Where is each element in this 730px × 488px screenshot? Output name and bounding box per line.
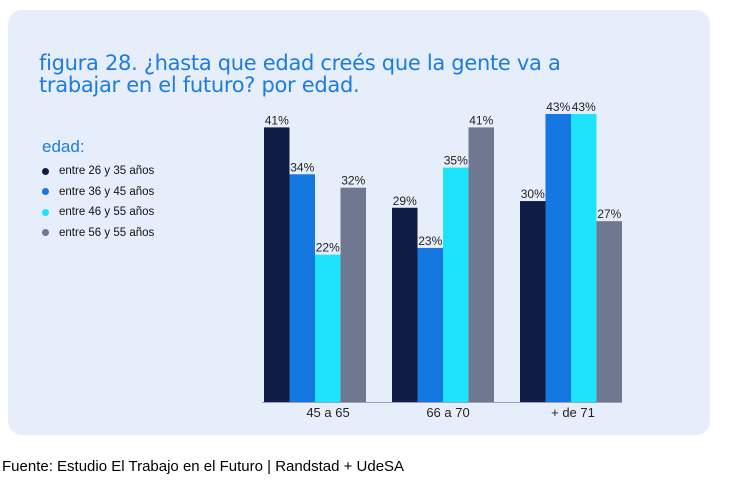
legend-label: entre 26 y 35 años	[59, 165, 155, 178]
bar-value-label: 29%	[393, 194, 417, 208]
legend-label: entre 46 y 55 años	[59, 206, 155, 219]
legend: entre 26 y 35 años entre 36 y 45 años en…	[42, 161, 154, 243]
legend-label: entre 56 y 55 años	[59, 226, 155, 239]
bar-value-label: 22%	[316, 241, 340, 255]
legend-swatch	[42, 167, 49, 175]
x-tick-label: + de 71	[551, 405, 595, 420]
x-tick-label: 66 a 70	[426, 405, 469, 420]
bar-value-label: 30%	[521, 187, 545, 201]
bar	[289, 174, 315, 402]
bar-value-label: 41%	[469, 113, 493, 127]
bar-value-label: 43%	[572, 100, 596, 114]
bar-value-label: 35%	[444, 154, 468, 168]
bar-value-label: 23%	[418, 234, 442, 248]
bar	[468, 127, 494, 402]
legend-title: edad:	[42, 137, 85, 156]
bar	[545, 114, 571, 402]
chart-title: figura 28. ¿hasta que edad creés que la …	[39, 51, 561, 97]
bar	[596, 221, 622, 402]
legend-item: entre 46 y 55 años	[42, 202, 154, 223]
bar-value-label: 43%	[546, 100, 570, 114]
legend-item: entre 36 y 45 años	[42, 182, 154, 203]
legend-label: entre 36 y 45 años	[59, 185, 155, 198]
bar-value-label: 34%	[290, 160, 314, 174]
bar	[417, 247, 443, 402]
bar-value-label: 27%	[597, 207, 621, 221]
legend-swatch	[42, 229, 49, 237]
x-tick-label: 45 a 65	[306, 405, 349, 420]
bar	[443, 167, 469, 402]
legend-swatch	[42, 208, 49, 216]
legend-item: entre 26 y 35 años	[42, 161, 154, 182]
bar	[264, 127, 290, 402]
bar	[520, 201, 546, 402]
bar-value-label: 32%	[341, 174, 365, 188]
source-note: Fuente: Estudio El Trabajo en el Futuro …	[2, 458, 405, 475]
bar	[392, 207, 418, 402]
bar	[340, 187, 366, 402]
legend-swatch	[42, 188, 49, 196]
bar	[315, 254, 341, 402]
bar	[571, 114, 597, 402]
bar-value-label: 41%	[265, 113, 289, 127]
legend-item: entre 56 y 55 años	[42, 223, 154, 244]
